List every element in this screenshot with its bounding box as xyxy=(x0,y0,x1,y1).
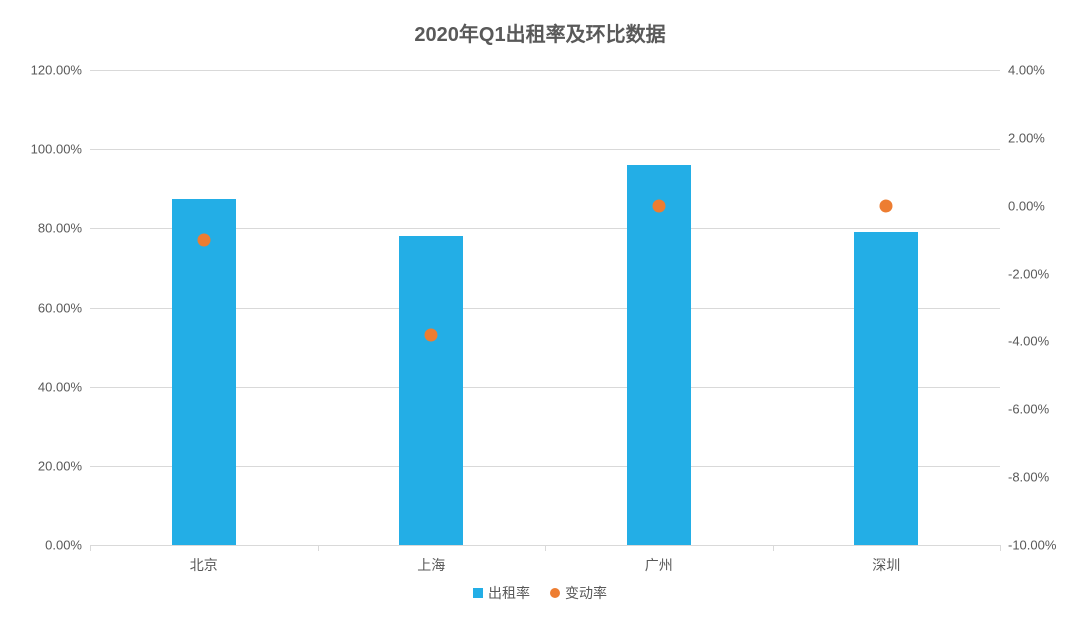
bar xyxy=(854,232,918,545)
x-category-label: 北京 xyxy=(190,555,218,575)
bar xyxy=(627,165,691,545)
chart-container: 2020年Q1出租率及环比数据 0.00% 20.00% 40.00% 60.00% 8… xyxy=(0,0,1080,625)
y-right-tick-label: 4.00% xyxy=(1008,63,1045,78)
legend-label: 出租率 xyxy=(488,583,530,603)
y-right-tick-label: -8.00% xyxy=(1008,470,1049,485)
y-left-tick-label: 100.00% xyxy=(31,142,82,157)
legend-item: 出租率 xyxy=(473,583,530,603)
bar xyxy=(172,199,236,545)
marker xyxy=(197,233,210,246)
x-tick xyxy=(318,545,319,551)
marker xyxy=(880,199,893,212)
marker xyxy=(652,199,665,212)
bar xyxy=(399,236,463,545)
x-category-label: 深圳 xyxy=(872,555,900,575)
y-left-tick-label: 0.00% xyxy=(45,538,82,553)
legend: 出租率 变动率 xyxy=(0,583,1080,603)
legend-swatch-dot xyxy=(550,588,560,598)
legend-label: 变动率 xyxy=(565,583,607,603)
y-left-tick-label: 40.00% xyxy=(38,379,82,394)
y-right-tick-label: -10.00% xyxy=(1008,538,1056,553)
y-right-tick-label: -6.00% xyxy=(1008,402,1049,417)
legend-item: 变动率 xyxy=(550,583,607,603)
x-category-label: 上海 xyxy=(417,555,445,575)
marker xyxy=(425,328,438,341)
plot-area xyxy=(90,70,1000,545)
x-tick xyxy=(90,545,91,551)
gridline xyxy=(90,70,1000,71)
y-left-tick-label: 80.00% xyxy=(38,221,82,236)
y-left-tick-label: 60.00% xyxy=(38,300,82,315)
y-right-tick-label: 2.00% xyxy=(1008,130,1045,145)
chart-title: 2020年Q1出租率及环比数据 xyxy=(0,18,1080,47)
y-left-tick-label: 20.00% xyxy=(38,458,82,473)
x-tick xyxy=(545,545,546,551)
y-right-tick-label: -4.00% xyxy=(1008,334,1049,349)
y-right-tick-label: -2.00% xyxy=(1008,266,1049,281)
y-right-tick-label: 0.00% xyxy=(1008,198,1045,213)
y-left-tick-label: 120.00% xyxy=(31,63,82,78)
x-tick xyxy=(1000,545,1001,551)
gridline xyxy=(90,149,1000,150)
x-tick xyxy=(773,545,774,551)
legend-swatch-bar xyxy=(473,588,483,598)
x-category-label: 广州 xyxy=(645,555,673,575)
